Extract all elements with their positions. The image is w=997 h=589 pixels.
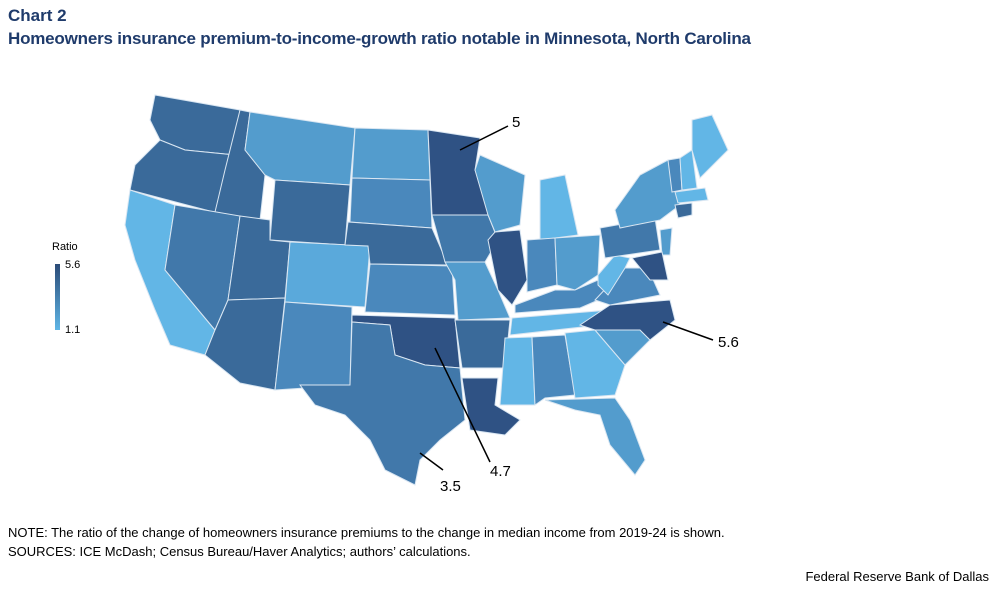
source-credit: Federal Reserve Bank of Dallas xyxy=(805,569,989,584)
state-michigan xyxy=(539,174,579,241)
callout-label-oklahoma: 4.7 xyxy=(490,463,511,480)
callout-label-texas: 3.5 xyxy=(440,478,461,495)
chart-label: Chart 2 xyxy=(8,6,67,25)
state-kansas xyxy=(364,263,456,316)
state-missouri xyxy=(444,261,511,321)
callout-line-north-carolina xyxy=(662,321,714,341)
state-maine xyxy=(691,114,729,179)
state-arkansas xyxy=(454,319,511,369)
callout-label-minnesota: 5 xyxy=(512,114,520,131)
callout-line-minnesota xyxy=(459,125,509,151)
state-north-dakota xyxy=(351,127,431,181)
legend-color-scale xyxy=(55,264,60,330)
state-alabama xyxy=(531,334,576,406)
legend-max-value: 5.6 xyxy=(65,259,81,271)
footnote-sources: SOURCES: ICE McDash; Census Bureau/Haver… xyxy=(8,544,471,559)
legend-min-value: 1.1 xyxy=(65,324,81,336)
callout-label-north-carolina: 5.6 xyxy=(718,334,739,351)
state-illinois xyxy=(487,229,528,306)
state-georgia xyxy=(564,329,626,399)
state-new-hampshire xyxy=(679,149,698,191)
state-texas xyxy=(299,321,466,486)
state-colorado xyxy=(284,241,371,308)
state-south-dakota xyxy=(349,177,433,229)
state-north-carolina xyxy=(578,299,676,341)
footnote-note: NOTE: The ratio of the change of homeown… xyxy=(8,525,725,540)
state-massachusetts xyxy=(674,187,709,204)
state-ohio xyxy=(554,234,601,291)
state-mississippi xyxy=(499,336,536,406)
callout-line-texas xyxy=(419,452,444,471)
state-new-jersey xyxy=(659,227,673,256)
state-connecticut xyxy=(674,202,693,219)
state-louisiana xyxy=(461,377,521,436)
callout-line-oklahoma xyxy=(434,347,491,463)
state-florida xyxy=(544,397,646,476)
state-indiana xyxy=(526,237,558,293)
state-new-mexico xyxy=(274,301,353,391)
chart-title: Homeowners insurance premium-to-income-g… xyxy=(8,29,751,48)
legend-title: Ratio xyxy=(52,241,78,253)
state-maryland-delaware xyxy=(631,251,669,281)
state-wyoming xyxy=(269,179,351,246)
